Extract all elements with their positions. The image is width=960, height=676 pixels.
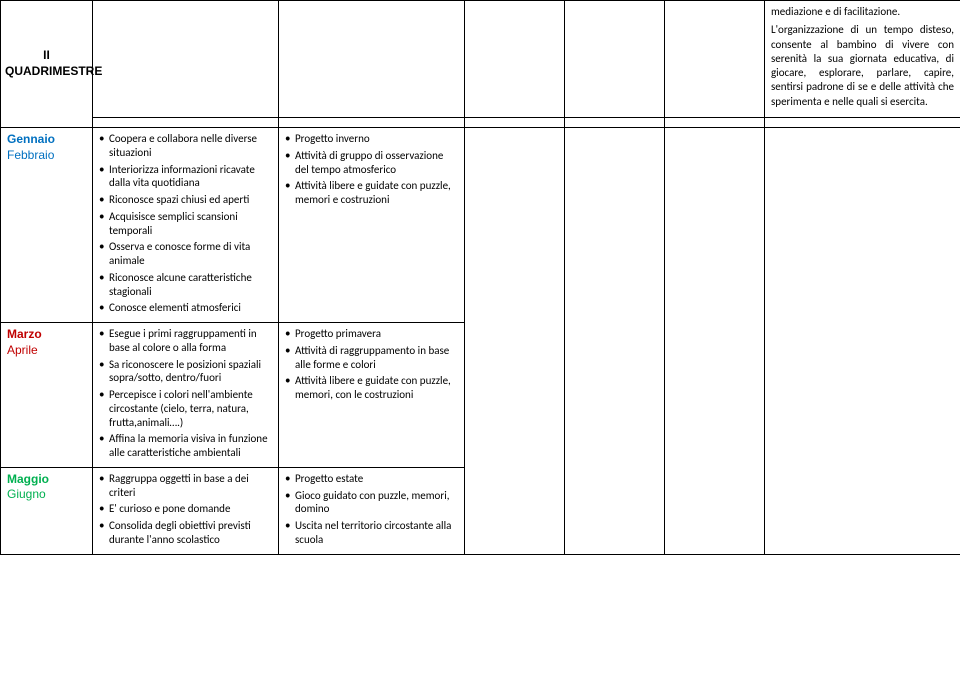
list-item: Riconosce spazi chiusi ed aperti xyxy=(99,193,272,207)
empty-cell xyxy=(565,1,665,118)
activities-list: Progetto inverno Attività di gruppo di o… xyxy=(285,132,458,207)
period-header-cell: II QUADRIMESTRE xyxy=(1,1,93,128)
list-item: Uscita nel territorio circostante alla s… xyxy=(285,519,458,547)
list-item: Attività di raggruppamento in base alle … xyxy=(285,344,458,372)
objectives-list: Esegue i primi raggruppamenti in base al… xyxy=(99,327,272,460)
period-sublabel: Febbraio xyxy=(7,148,86,164)
activities-list: Progetto primavera Attività di raggruppa… xyxy=(285,327,458,402)
list-item: Conosce elementi atmosferici xyxy=(99,301,272,315)
list-item: Osserva e conosce forme di vita animale xyxy=(99,240,272,268)
period-label: Marzo xyxy=(7,327,86,343)
period-cell: Gennaio Febbraio xyxy=(1,128,93,323)
quad-line1: II xyxy=(5,48,88,64)
notes-para2: L'organizzazione di un tempo disteso, co… xyxy=(771,23,954,109)
activities-cell: Progetto inverno Attività di gruppo di o… xyxy=(279,128,465,323)
list-item: Riconosce alcune caratteristiche stagion… xyxy=(99,271,272,299)
band-cell xyxy=(279,118,465,128)
activities-cell: Progetto primavera Attività di raggruppa… xyxy=(279,323,465,468)
empty-cell xyxy=(465,1,565,118)
band-cell xyxy=(565,118,665,128)
activities-list: Progetto estate Gioco guidato con puzzle… xyxy=(285,472,458,547)
objectives-cell: Esegue i primi raggruppamenti in base al… xyxy=(93,323,279,468)
period-cell: Maggio Giugno xyxy=(1,467,93,554)
band-cell xyxy=(765,118,960,128)
period-label: Maggio xyxy=(7,472,86,488)
objectives-cell: Raggruppa oggetti in base a dei criteri … xyxy=(93,467,279,554)
list-item: Progetto primavera xyxy=(285,327,458,341)
empty-cell xyxy=(279,1,465,118)
list-item: Coopera e collabora nelle diverse situaz… xyxy=(99,132,272,160)
list-item: Attività libere e guidate con puzzle, me… xyxy=(285,374,458,402)
objectives-list: Raggruppa oggetti in base a dei criteri … xyxy=(99,472,272,547)
list-item: Esegue i primi raggruppamenti in base al… xyxy=(99,327,272,355)
table-row: Gennaio Febbraio Coopera e collabora nel… xyxy=(1,128,960,323)
empty-cell xyxy=(565,128,665,555)
band-cell xyxy=(665,118,765,128)
list-item: Gioco guidato con puzzle, memori, domino xyxy=(285,489,458,517)
empty-cell xyxy=(465,128,565,555)
list-item: Attività di gruppo di osservazione del t… xyxy=(285,149,458,177)
notes-para1: mediazione e di facilitazione. xyxy=(771,5,954,19)
period-sublabel: Aprile xyxy=(7,343,86,359)
list-item: Progetto inverno xyxy=(285,132,458,146)
objectives-cell: Coopera e collabora nelle diverse situaz… xyxy=(93,128,279,323)
list-item: Interiorizza informazioni ricavate dalla… xyxy=(99,163,272,191)
list-item: Acquisisce semplici scansioni temporali xyxy=(99,210,272,238)
notes-cell: mediazione e di facilitazione. L'organiz… xyxy=(765,1,960,118)
curriculum-table: II QUADRIMESTRE mediazione e di facilita… xyxy=(0,0,960,555)
list-item: Progetto estate xyxy=(285,472,458,486)
list-item: Raggruppa oggetti in base a dei criteri xyxy=(99,472,272,500)
list-item: Consolida degli obiettivi previsti duran… xyxy=(99,519,272,547)
band-cell xyxy=(465,118,565,128)
period-cell: Marzo Aprile xyxy=(1,323,93,468)
period-sublabel: Giugno xyxy=(7,487,86,503)
empty-cell xyxy=(665,128,765,555)
band-cell xyxy=(93,118,279,128)
activities-cell: Progetto estate Gioco guidato con puzzle… xyxy=(279,467,465,554)
quad-line2: QUADRIMESTRE xyxy=(5,64,88,80)
list-item: Percepisce i colori nell'ambiente circos… xyxy=(99,388,272,429)
empty-cell xyxy=(665,1,765,118)
band-row xyxy=(1,118,960,128)
list-item: Sa riconoscere le posizioni spaziali sop… xyxy=(99,358,272,386)
table-row: II QUADRIMESTRE mediazione e di facilita… xyxy=(1,1,960,118)
list-item: Affina la memoria visiva in funzione all… xyxy=(99,432,272,460)
period-label: Gennaio xyxy=(7,132,86,148)
empty-cell xyxy=(765,128,960,555)
objectives-list: Coopera e collabora nelle diverse situaz… xyxy=(99,132,272,315)
list-item: Attività libere e guidate con puzzle, me… xyxy=(285,179,458,207)
list-item: E' curioso e pone domande xyxy=(99,502,272,516)
empty-cell xyxy=(93,1,279,118)
